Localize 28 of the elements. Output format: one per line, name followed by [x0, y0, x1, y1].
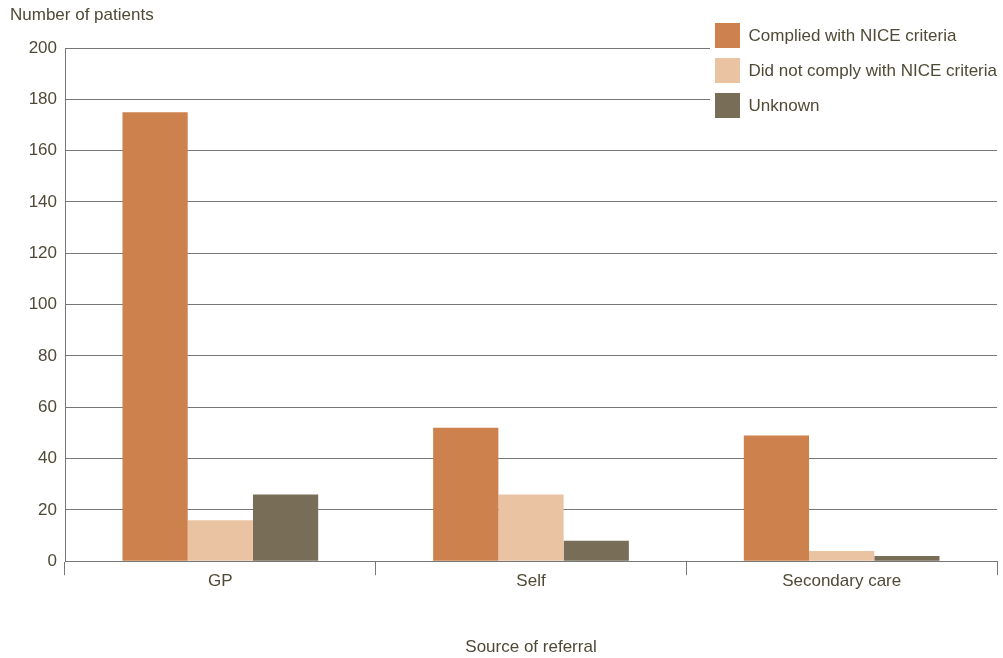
bar — [187, 520, 253, 561]
x-tick-label: Secondary care — [782, 571, 902, 591]
y-tick-label: 180 — [28, 89, 57, 109]
bar — [743, 435, 810, 561]
bar — [122, 112, 188, 561]
y-tick-label: 40 — [38, 448, 57, 468]
legend-label: Did not comply with NICE criteria — [748, 60, 997, 81]
y-tick-label: 0 — [47, 550, 57, 570]
y-axis-title: Number of patients — [10, 5, 154, 25]
bar — [498, 494, 564, 561]
bar — [563, 540, 629, 561]
y-tick-label: 100 — [28, 294, 57, 314]
y-tick-label: 60 — [38, 396, 57, 416]
y-tick-label: 80 — [38, 345, 57, 365]
legend-label: Complied with NICE criteria — [748, 25, 957, 46]
x-tick-label: Self — [516, 571, 546, 591]
bar — [809, 550, 875, 561]
x-tick-label: GP — [208, 571, 233, 591]
y-tick-label: 120 — [28, 242, 57, 262]
y-tick-label: 140 — [28, 191, 57, 211]
y-tick-label: 20 — [38, 499, 57, 519]
bar — [252, 494, 319, 561]
x-axis-title: Source of referral — [465, 637, 597, 657]
y-tick-label: 160 — [28, 140, 57, 160]
y-tick-label: 200 — [28, 37, 57, 57]
legend-label: Unknown — [748, 95, 820, 116]
bar — [433, 427, 499, 561]
bar — [874, 556, 940, 561]
